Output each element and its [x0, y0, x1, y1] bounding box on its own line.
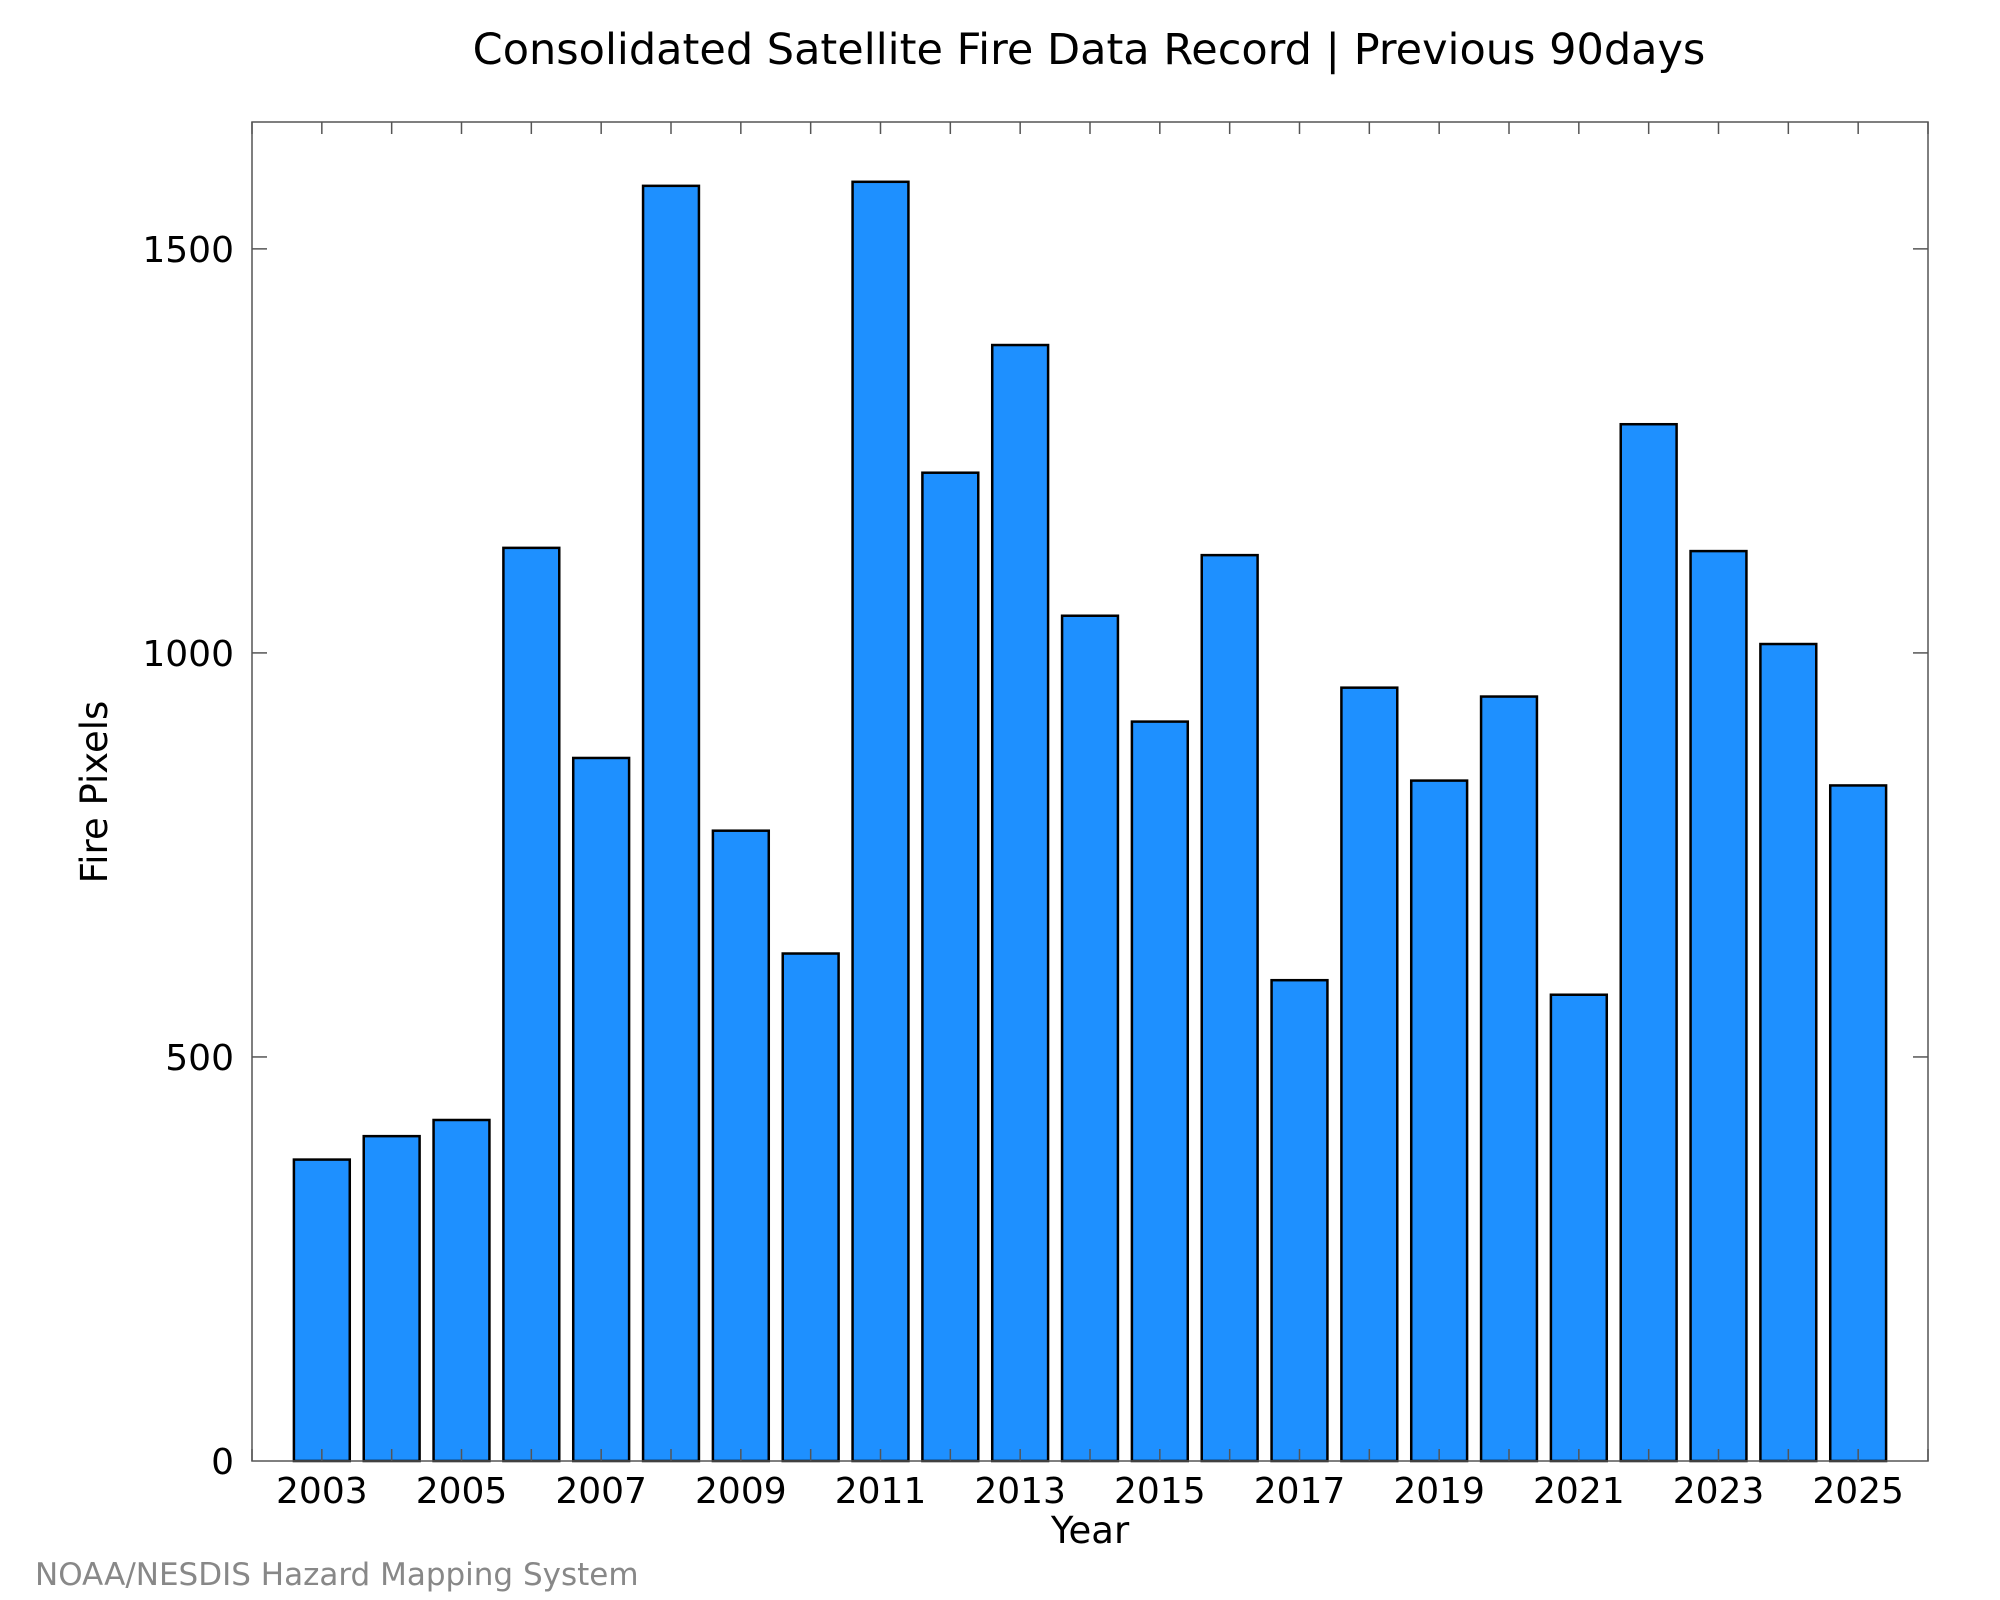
bar-2010 — [781, 952, 840, 1463]
bar-2007 — [571, 756, 631, 1463]
y-tick-label: 1000 — [142, 634, 234, 675]
bar-2025 — [1828, 784, 1888, 1463]
x-tick-label: 2017 — [1254, 1471, 1346, 1512]
chart-title: Consolidated Satellite Fire Data Record … — [473, 25, 1706, 75]
bar-2019 — [1409, 779, 1469, 1463]
x-axis-label: Year — [1050, 1509, 1130, 1552]
bar-2006 — [502, 546, 561, 1463]
bar-2008 — [641, 184, 701, 1463]
y-tick-label: 1500 — [142, 230, 234, 271]
x-tick-label: 2025 — [1812, 1471, 1904, 1512]
x-tick-label: 2007 — [555, 1471, 647, 1512]
x-tick-label: 2005 — [416, 1471, 508, 1512]
x-tick-label: 2021 — [1533, 1471, 1625, 1512]
x-tick-label: 2003 — [276, 1471, 368, 1512]
x-tick-label: 2019 — [1393, 1471, 1485, 1512]
bar-2020 — [1479, 695, 1539, 1463]
bar-series — [292, 180, 1888, 1463]
bar-2009 — [711, 829, 771, 1463]
bar-2016 — [1200, 553, 1259, 1463]
bar-2013 — [990, 343, 1050, 1463]
credit-text: NOAA/NESDIS Hazard Mapping System — [35, 1557, 639, 1593]
bar-2014 — [1060, 614, 1120, 1463]
bar-2003 — [292, 1158, 352, 1463]
bar-2017 — [1270, 978, 1329, 1463]
bar-2021 — [1549, 993, 1609, 1463]
x-tick-label: 2013 — [974, 1471, 1066, 1512]
x-tick-label: 2009 — [695, 1471, 787, 1512]
bar-2004 — [362, 1134, 421, 1463]
x-tick-label: 2023 — [1673, 1471, 1765, 1512]
bar-2024 — [1759, 642, 1818, 1463]
y-axis-ticks: 0 500 1000 1500 — [142, 230, 1928, 1483]
bar-2022 — [1619, 422, 1678, 1463]
y-tick-label: 0 — [211, 1442, 234, 1483]
bar-2018 — [1340, 686, 1399, 1463]
bar-2012 — [921, 471, 980, 1463]
bar-2005 — [432, 1118, 491, 1463]
x-tick-label: 2011 — [835, 1471, 927, 1512]
y-axis-label: Fire Pixels — [73, 701, 116, 884]
bar-2023 — [1689, 549, 1748, 1463]
bar-2015 — [1130, 720, 1190, 1463]
bar-2011 — [851, 180, 910, 1463]
y-tick-label: 500 — [165, 1038, 234, 1079]
x-tick-label: 2015 — [1114, 1471, 1206, 1512]
x-axis-ticks: 2003 2005 2007 2009 2011 2013 2015 2017 2019 2021… — [251, 122, 1929, 1512]
